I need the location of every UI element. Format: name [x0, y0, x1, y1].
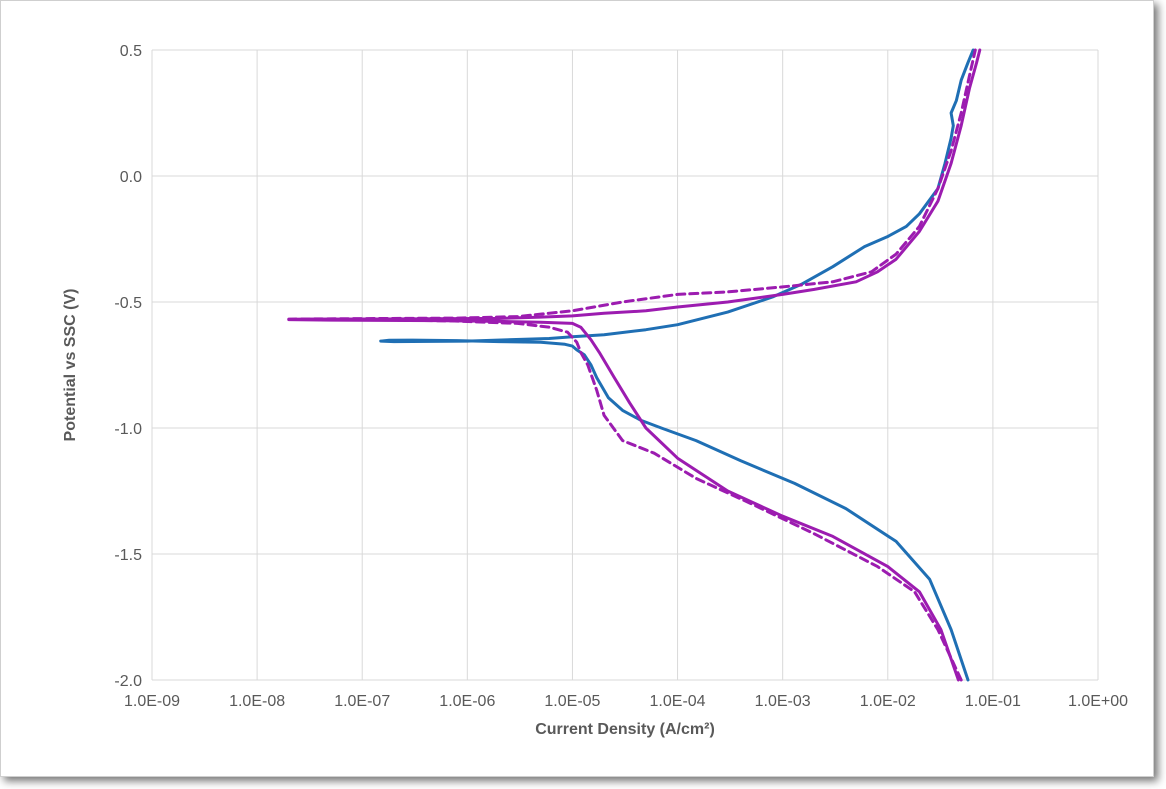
x-tick-label: 1.0E-01: [965, 693, 1021, 710]
y-tick-label: -2.0: [114, 673, 142, 690]
x-axis-title: Current Density (A/cm²): [535, 721, 715, 738]
chart-frame: 1.0E-09 1.0E-08 1.0E-07 1.0E-06 1.0E-05 1.0E-…: [0, 0, 1154, 777]
y-axis-title: Potential vs SSC (V): [62, 289, 79, 442]
x-tick-label: 1.0E-05: [544, 693, 600, 710]
x-tick-label: 1.0E-02: [860, 693, 916, 710]
x-tick-label: 1.0E-04: [650, 693, 706, 710]
series-line-2: [287, 48, 982, 682]
x-tick-label: 1.0E-08: [229, 693, 285, 710]
axes: 1.0E-09 1.0E-08 1.0E-07 1.0E-06 1.0E-05 1.0E-…: [114, 43, 1128, 710]
series-line-3: [287, 48, 977, 682]
x-tick-label: 1.0E-06: [439, 693, 495, 710]
polarization-chart: 1.0E-09 1.0E-08 1.0E-07 1.0E-06 1.0E-05 1.0E-…: [62, 43, 1128, 738]
x-tick-label: 1.0E-09: [124, 693, 180, 710]
x-tick-label: 1.0E-07: [334, 693, 390, 710]
y-tick-label: 0.5: [120, 43, 142, 60]
y-tick-label: 0.0: [120, 169, 142, 186]
y-tick-label: -1.5: [114, 547, 142, 564]
series-line-1: [379, 48, 975, 682]
y-tick-label: -0.5: [114, 295, 142, 312]
x-tick-label: 1.0E+00: [1068, 693, 1128, 710]
plot-area: [287, 48, 982, 682]
y-tick-label: -1.0: [114, 421, 142, 438]
x-tick-label: 1.0E-03: [755, 693, 811, 710]
